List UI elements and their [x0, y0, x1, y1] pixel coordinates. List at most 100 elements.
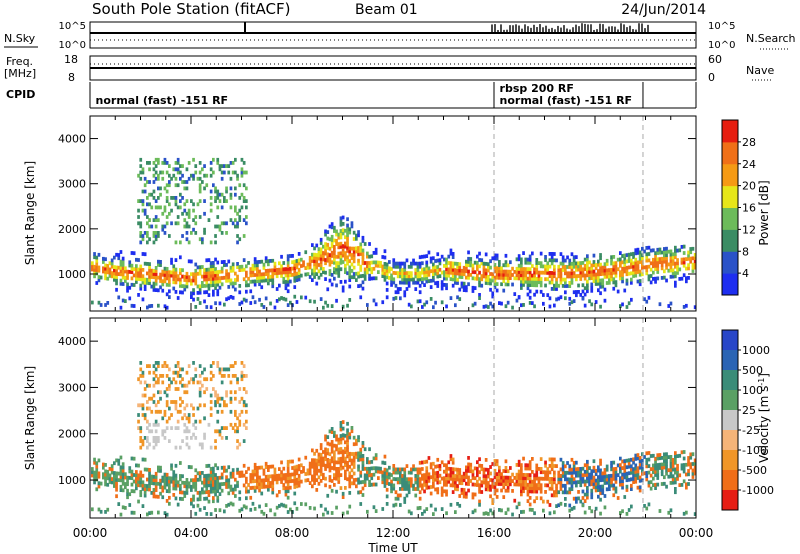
velocity-cell — [465, 481, 468, 486]
velocity-cell — [141, 393, 145, 398]
power-cell — [238, 208, 242, 213]
velocity-cell — [366, 460, 369, 465]
power-cell — [179, 164, 182, 168]
velocity-cell — [682, 463, 686, 467]
velocity-cell — [95, 487, 99, 492]
velocity-cell — [416, 483, 420, 488]
velocity-cell — [517, 501, 521, 506]
power-cell — [185, 275, 189, 279]
velocity-cell — [520, 469, 523, 474]
velocity-cell — [544, 463, 547, 468]
power-cell — [141, 189, 145, 194]
velocity-cell — [229, 380, 233, 385]
velocity-cell — [344, 460, 347, 464]
velocity-cell — [293, 465, 297, 470]
velocity-cell — [205, 512, 209, 516]
velocity-cell — [535, 473, 539, 478]
power-cell — [207, 218, 211, 222]
velocity-cell — [126, 482, 129, 487]
velocity-cell — [440, 507, 444, 511]
velocity-cell — [502, 485, 506, 490]
power-cell — [330, 254, 334, 258]
power-cell — [102, 260, 105, 264]
power-cell — [467, 272, 470, 277]
velocity-cell — [451, 467, 455, 472]
power-cell — [341, 222, 345, 226]
velocity-cell — [253, 507, 257, 511]
power-cell — [630, 265, 633, 269]
colorbar-segment — [722, 450, 738, 471]
velocity-cell — [242, 403, 246, 408]
velocity-cell — [372, 456, 376, 461]
velocity-cell — [647, 502, 651, 507]
nave-tick-top: 60 — [708, 53, 722, 66]
power-cell — [143, 284, 147, 288]
power-cell — [469, 263, 473, 268]
velocity-cell — [416, 506, 420, 511]
velocity-cell — [128, 466, 132, 470]
power-cell — [357, 262, 360, 266]
velocity-cell — [132, 456, 136, 461]
velocity-cell — [542, 476, 545, 481]
velocity-cell — [660, 462, 664, 467]
power-cell — [214, 234, 217, 238]
velocity-cell — [97, 507, 101, 512]
power-cell — [293, 278, 297, 283]
velocity-cell — [366, 470, 369, 474]
velocity-cell — [196, 503, 200, 508]
velocity-cell — [601, 487, 605, 492]
power-cell — [176, 157, 180, 162]
velocity-cell — [361, 493, 365, 497]
power-cell — [462, 281, 466, 286]
velocity-cell — [203, 474, 206, 478]
velocity-cell — [154, 419, 158, 424]
power-cell — [399, 280, 402, 285]
velocity-cell — [227, 367, 231, 372]
power-cell — [570, 252, 574, 257]
power-cell — [159, 279, 162, 283]
velocity-cell — [284, 489, 288, 494]
velocity-cell — [544, 470, 547, 475]
velocity-cell — [438, 473, 442, 478]
power-cell — [445, 276, 448, 281]
power-cell — [165, 282, 169, 287]
power-cell — [363, 242, 367, 246]
velocity-cell — [315, 465, 319, 469]
power-cell — [478, 296, 481, 300]
nsearch-tick-bottom: 10^0 — [708, 40, 735, 51]
power-cell — [570, 274, 574, 279]
power-cell — [621, 260, 624, 265]
velocity-cell — [152, 488, 156, 492]
power-cell — [168, 289, 171, 294]
power-cell — [130, 270, 134, 274]
velocity-cell — [126, 495, 129, 500]
velocity-cell — [601, 474, 605, 479]
velocity-cell — [423, 460, 426, 464]
power-cell — [575, 290, 578, 294]
velocity-cell — [214, 439, 217, 443]
velocity-cell — [308, 481, 312, 485]
velocity-cell — [289, 459, 292, 464]
power-cell — [135, 270, 138, 275]
velocity-cell — [315, 448, 319, 453]
power-cell — [456, 271, 459, 276]
velocity-cell — [130, 510, 134, 515]
power-cell — [315, 272, 319, 276]
velocity-cell — [179, 396, 182, 401]
power-cell — [203, 227, 206, 232]
power-cell — [352, 249, 356, 254]
velocity-cell — [687, 472, 690, 477]
power-cell — [216, 292, 220, 297]
velocity-cell — [590, 488, 594, 493]
power-cell — [656, 260, 660, 265]
power-cell — [392, 280, 396, 285]
power-cell — [218, 227, 222, 232]
velocity-cell — [361, 457, 365, 462]
velocity-cell — [344, 469, 347, 474]
velocity-cell — [678, 473, 682, 478]
velocity-cell — [579, 499, 583, 504]
power-cell — [601, 278, 605, 283]
power-cell — [487, 305, 490, 309]
power-cell — [586, 270, 589, 274]
